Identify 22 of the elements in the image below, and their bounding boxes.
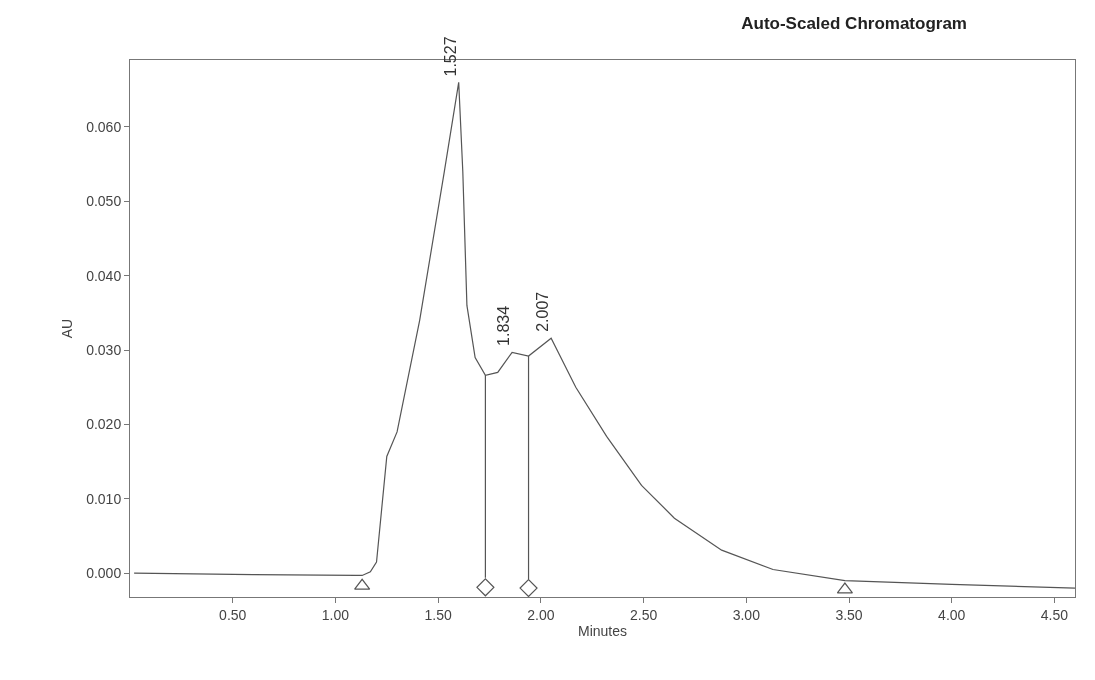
x-tick-label: 3.00	[732, 606, 761, 623]
x-tick-label: 1.50	[424, 606, 452, 623]
x-tick-label: 1.00	[321, 606, 350, 623]
x-tick-label: 4.00	[938, 606, 966, 623]
x-tick-label: 3.50	[835, 606, 863, 623]
x-axis-title: Minutes	[577, 623, 628, 640]
y-tick-label: 0.050	[86, 193, 122, 210]
x-tick-label: 0.50	[219, 606, 247, 623]
y-tick-label: 0.030	[86, 341, 122, 358]
annotation: 1.527	[441, 36, 459, 77]
y-tick-label: 0.040	[86, 267, 122, 284]
x-tick-label: 4.50	[1040, 606, 1069, 623]
x-tick-label: 2.00	[527, 606, 555, 623]
y-tick-label: 0.020	[86, 416, 122, 433]
y-tick-label: 0.000	[86, 565, 122, 582]
y-tick-label: 0.010	[86, 490, 122, 507]
chart-title: Auto-Scaled Chromatogram	[741, 13, 967, 33]
annotation: 1.834	[495, 305, 513, 346]
annotation: 2.007	[534, 291, 552, 332]
y-tick-label: 0.060	[86, 118, 122, 135]
y-axis-title: AU	[58, 318, 75, 339]
x-tick-label: 2.50	[629, 606, 658, 623]
